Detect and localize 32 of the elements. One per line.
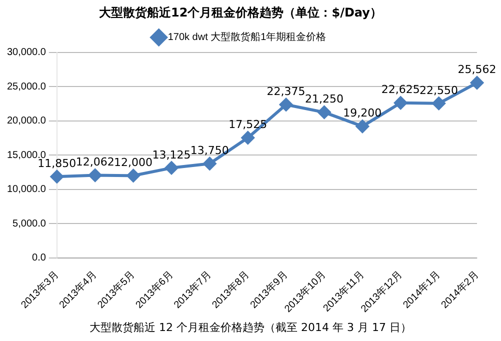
point	[203, 157, 216, 170]
y-tick-label: 25,000.0	[6, 81, 46, 92]
point	[356, 120, 369, 133]
point	[432, 96, 446, 110]
point	[164, 161, 178, 174]
point	[318, 106, 331, 119]
point	[126, 169, 140, 182]
data-label: 12,062	[76, 156, 114, 169]
point	[88, 168, 102, 182]
data-label: 25,562	[458, 63, 496, 76]
data-label: 12,000	[114, 156, 153, 169]
data-label: 13,125	[152, 148, 191, 162]
point	[280, 98, 293, 112]
point	[394, 96, 408, 110]
chart-title: 大型散货船近12个月租金价格趋势（单位：$/Day）	[99, 5, 382, 20]
y-tick-label: 5,000.0	[12, 218, 46, 230]
data-label: 22,625	[381, 83, 420, 96]
data-label: 13,750	[190, 144, 229, 158]
y-tick-label: 20,000.0	[6, 116, 46, 127]
legend-label: 170k dwt 大型散货船1年期租金价格	[168, 31, 326, 44]
data-label: 22,550	[420, 84, 458, 97]
data-label: 11,850	[38, 157, 76, 170]
y-tick-label: 10,000.0	[6, 184, 46, 196]
y-tick-label: 0.0	[32, 252, 46, 264]
point	[50, 170, 64, 184]
data-label: 21,250	[304, 92, 344, 106]
point	[470, 76, 484, 90]
data-label: 22,375	[266, 84, 306, 98]
y-tick-label: 30,000.0	[6, 47, 46, 58]
data-label: 19,200	[343, 106, 382, 120]
text: 大型散货船近 12 个月租金价格趋势（截至 2014 年 3 月 17 日）	[88, 320, 412, 335]
point	[241, 131, 254, 144]
